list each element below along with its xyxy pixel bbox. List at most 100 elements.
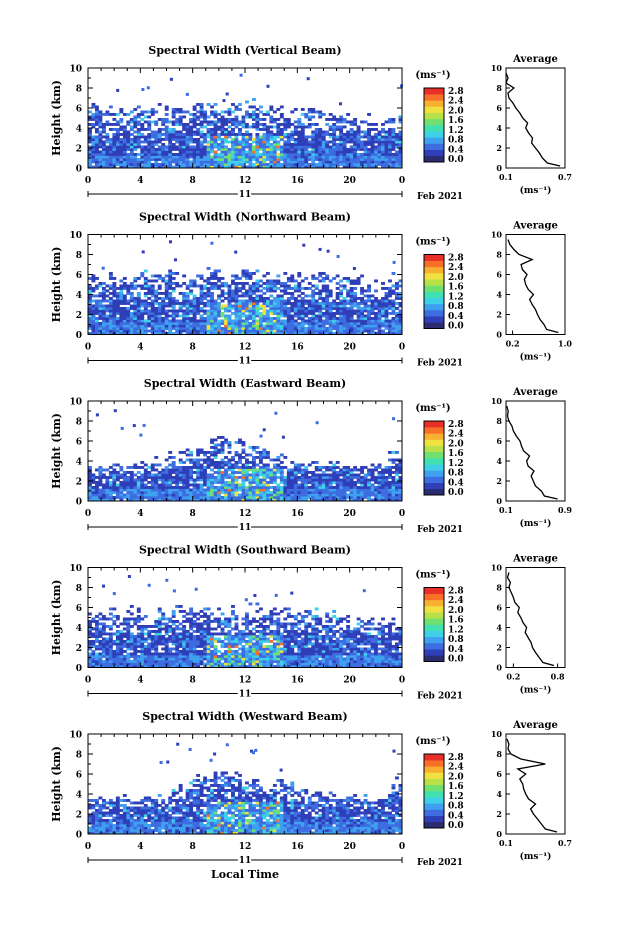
heatmap-cell [378,158,382,161]
heatmap-cell [308,327,312,330]
heatmap-cell [311,133,315,136]
heatmap-cell [262,312,266,315]
heatmap-cell [339,302,343,305]
heatmap-cell [182,297,186,300]
heatmap-cell [95,148,99,151]
heatmap-cell [242,486,246,489]
heatmap-cell [114,409,117,412]
heatmap-cell [364,479,368,482]
heatmap-cell [105,300,109,303]
heatmap-cell [273,156,277,159]
avg-x-label: (ms⁻¹) [520,518,552,529]
heatmap-cell [388,484,392,487]
heatmap-cell [350,312,354,315]
heatmap-cell [231,466,235,469]
heatmap-cell [353,496,357,499]
heatmap-cell [200,496,204,499]
heatmap-cell [252,111,256,114]
heatmap-cell [392,138,396,141]
heatmap-cell [105,153,109,156]
heatmap-cell [283,479,287,482]
heatmap-cell [144,146,148,149]
heatmap-cell [357,282,361,285]
heatmap-cell [214,466,218,469]
heatmap-cell [189,312,193,315]
heatmap-cell [245,123,249,126]
heatmap-cell [95,285,99,288]
heatmap-cell [266,481,270,484]
heatmap-cell [140,494,144,497]
heatmap-cell [179,479,183,482]
heatmap-cell [102,141,106,144]
heatmap-cell [151,146,155,149]
heatmap-cell [273,151,277,154]
heatmap-cell [102,295,106,298]
heatmap-cell [168,481,172,484]
heatmap-cell [144,141,148,144]
heatmap-cell [186,459,190,462]
heatmap-cell [315,310,319,313]
heatmap-cell [388,118,392,121]
heatmap-cell [388,466,392,469]
heatmap-cell [337,255,340,258]
heatmap-cell [217,481,221,484]
heatmap-cell [228,151,232,154]
heatmap-cell [231,151,235,154]
heatmap-cell [343,307,347,310]
heatmap-cell [238,287,242,290]
heatmap-cell [332,494,336,497]
heatmap-cell [311,297,315,300]
heatmap-cell [200,161,204,164]
heatmap-cell [304,484,308,487]
heatmap-cell [189,113,193,116]
heatmap-cell [168,484,172,487]
heatmap-cell [339,471,343,474]
colorbar-tick-label: 2.8 [448,254,464,264]
colorbar-swatch [424,137,444,143]
heatmap-cell [294,156,298,159]
heatmap-cell [378,143,382,146]
heatmap-cell [280,153,284,156]
heatmap-cell [371,484,375,487]
heatmap-cell [276,315,280,318]
heatmap-cell [294,481,298,484]
heatmap-cell [224,474,228,477]
heatmap-cell [151,151,155,154]
heatmap-cell [353,481,357,484]
heatmap-cell [378,161,382,164]
heatmap-cell [88,133,92,136]
heatmap-cell [189,466,193,469]
heatmap-cell [168,315,172,318]
heatmap-cell [168,138,172,141]
heatmap-cell [329,126,333,129]
heatmap-cell [214,161,218,164]
heatmap-cell [371,128,375,131]
heatmap-cell [367,322,371,325]
heatmap-cell [329,320,333,323]
heatmap-cell [245,305,249,308]
heatmap-cell [88,484,92,487]
heatmap-cell [242,489,246,492]
heatmap-cell [294,327,298,330]
colorbar-unit-label: (ms⁻¹) [415,70,450,81]
heatmap-cell [189,454,193,457]
heatmap-cell [126,290,130,293]
heatmap-cell [346,121,350,124]
heatmap-cell [165,305,169,308]
heatmap-cell [367,163,371,166]
heatmap-cell [308,126,312,129]
heatmap-cell [235,479,239,482]
heatmap-cell [130,317,134,320]
heatmap-cell [280,148,284,151]
heatmap-cell [252,302,256,305]
heatmap-cell [165,153,169,156]
heatmap-cell [297,317,301,320]
heatmap-cell [98,300,102,303]
heatmap-cell [301,141,305,144]
heatmap-cell [221,123,225,126]
heatmap-cell [242,123,246,126]
heatmap-cell [95,476,99,479]
heatmap-cell [130,121,134,124]
heatmap-cell [172,479,176,482]
y-tick-label: 2 [76,311,82,321]
